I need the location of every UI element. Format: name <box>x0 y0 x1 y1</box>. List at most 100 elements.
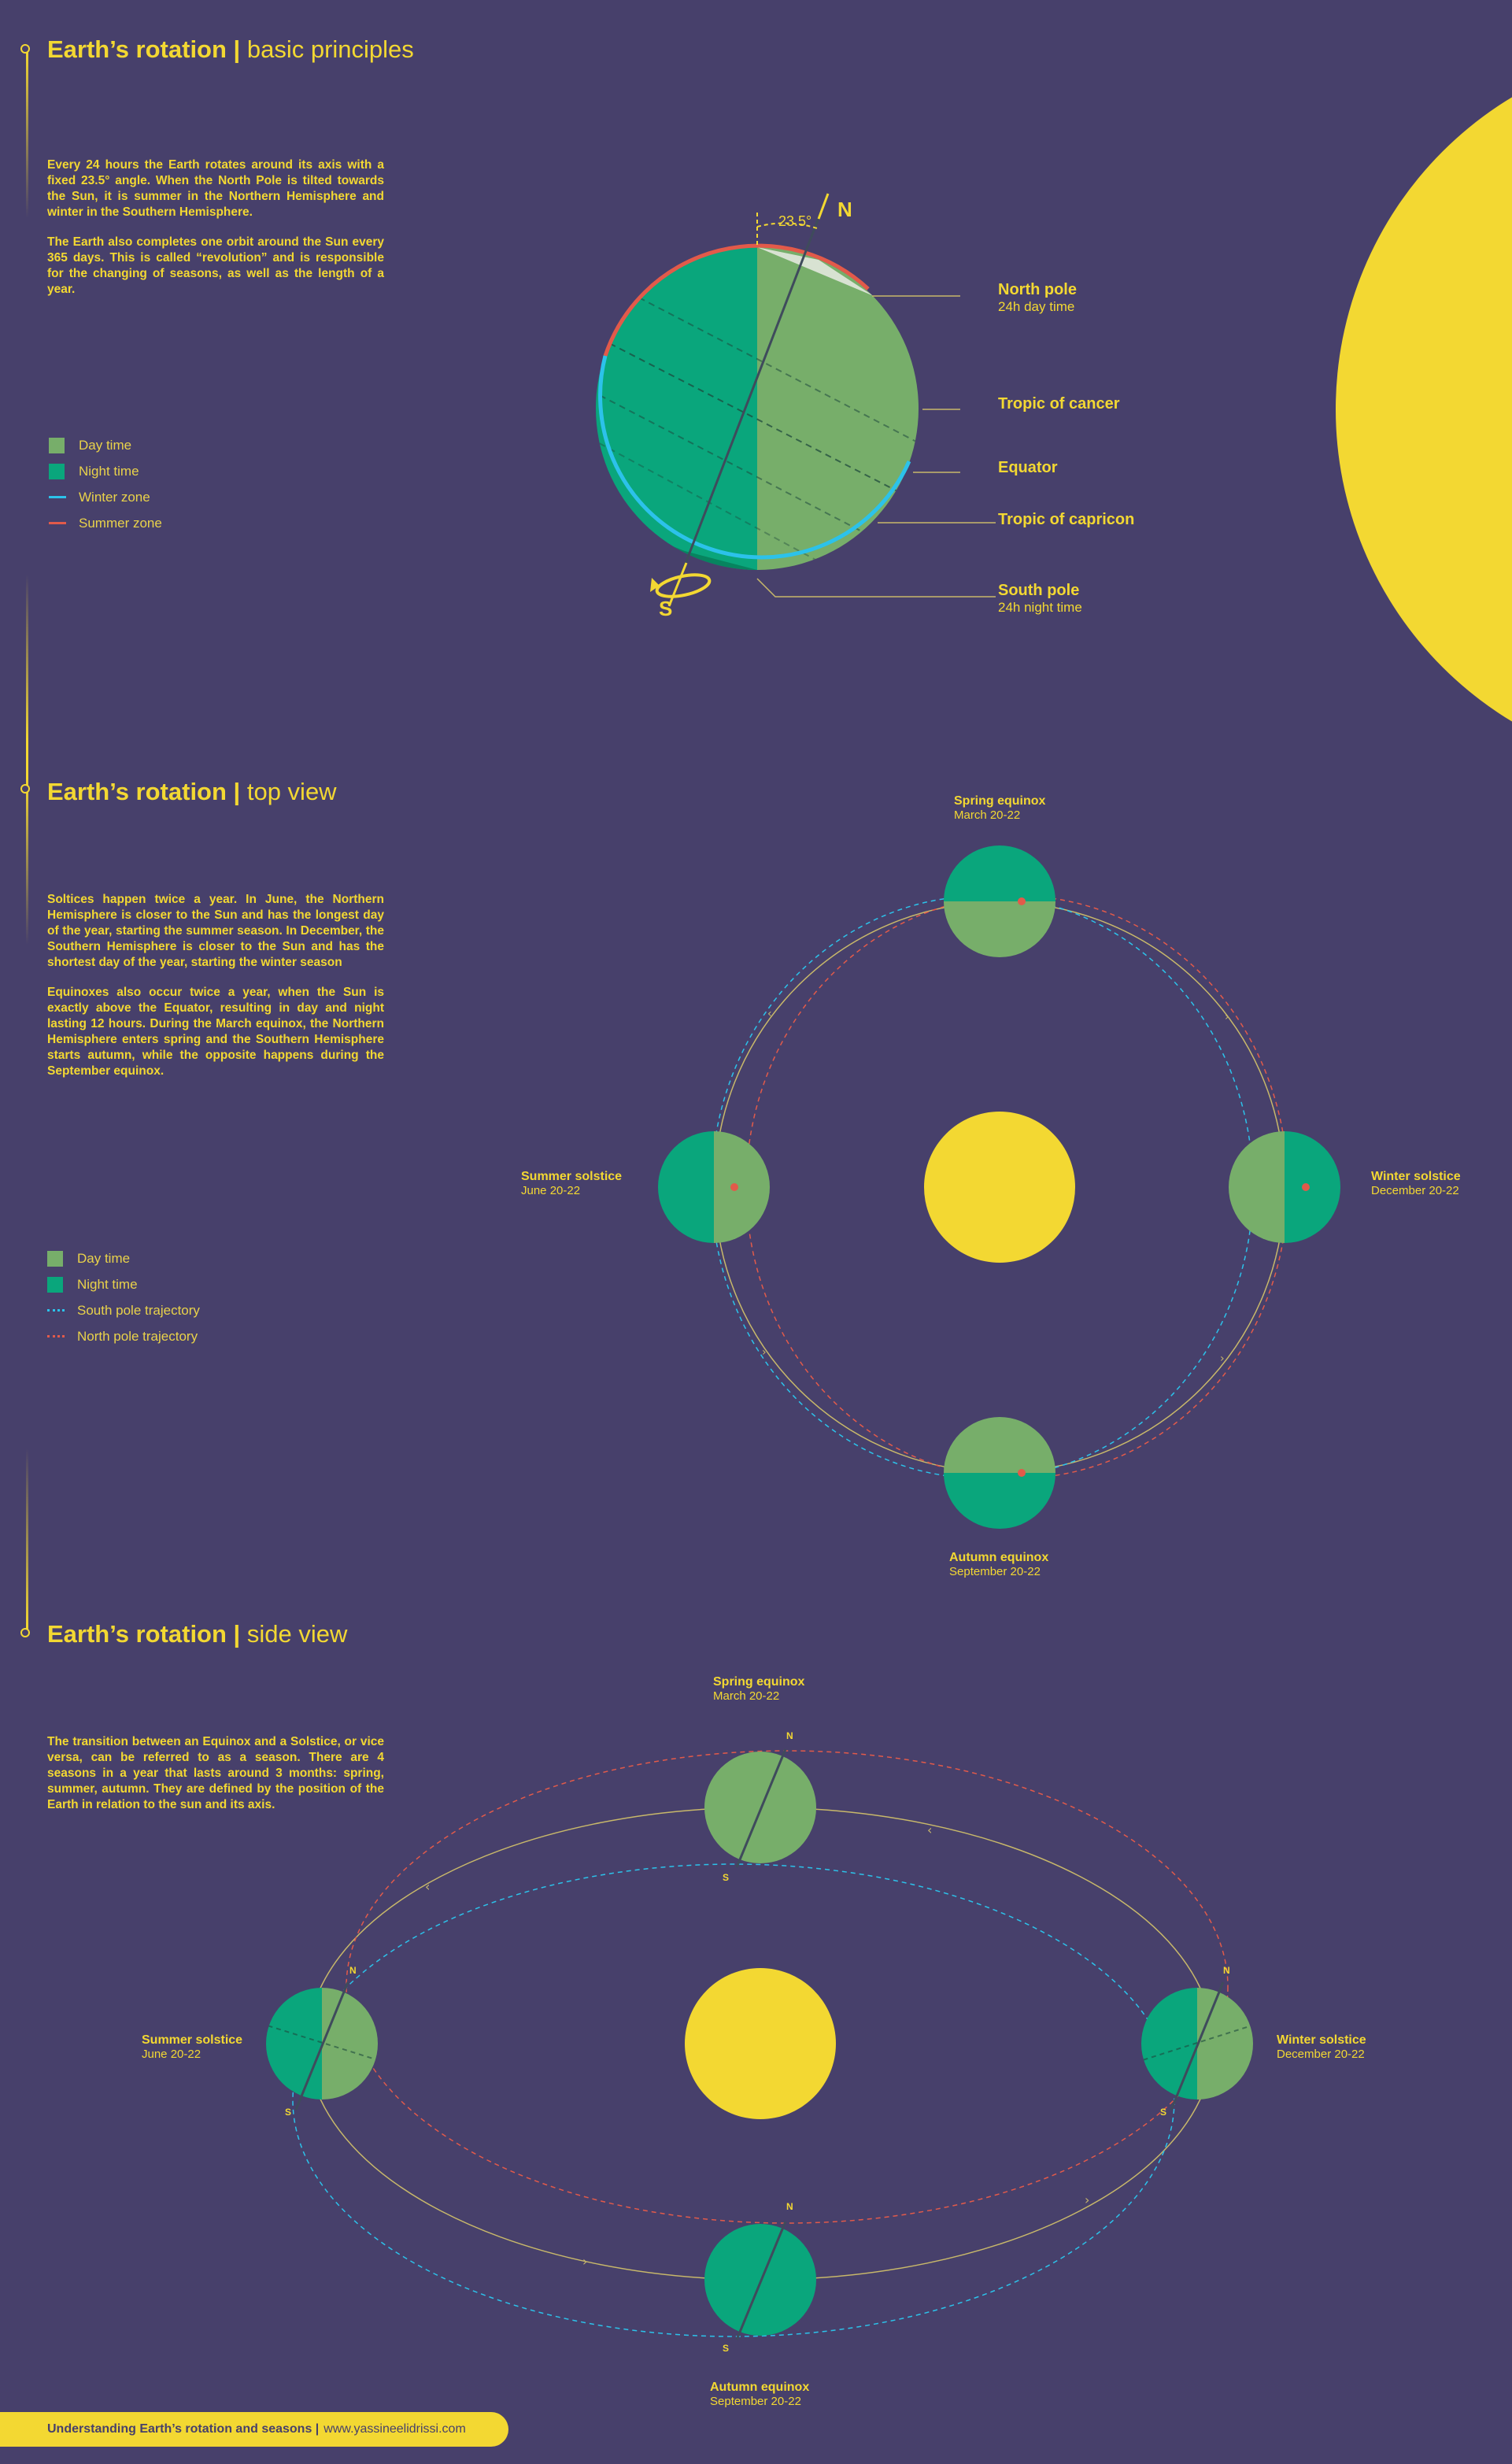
sideview-autumn-label: Autumn equinox September 20-22 <box>710 2381 809 2408</box>
section3-description: The transition between an Equinox and a … <box>47 1734 384 1827</box>
legend-label: Day time <box>77 1250 131 1266</box>
earth-tilt-diagram <box>596 193 960 607</box>
svg-text:‹: ‹ <box>767 1008 772 1020</box>
callout-lines <box>756 522 996 598</box>
svg-text:›: › <box>582 2254 587 2269</box>
position-date: June 20-22 <box>142 2048 201 2061</box>
winter-line-icon <box>49 496 66 498</box>
winter-s-letter: S <box>1160 2107 1167 2118</box>
section2-description: Soltices happen twice a year. In June, t… <box>47 892 384 1093</box>
top-view-diagram: ‹ › › › <box>658 845 1340 1529</box>
sidebar-accent-1 <box>26 49 28 218</box>
side-view-diagram: ‹ ‹ › › <box>266 1748 1253 2340</box>
section3-paragraph: The transition between an Equinox and a … <box>47 1735 384 1811</box>
spring-s-letter: S <box>723 1872 730 1883</box>
north-dotted-line-icon <box>47 1335 65 1337</box>
section2-title-light: top view <box>246 778 337 805</box>
sideview-spring-label: Spring equinox March 20-22 <box>713 1675 804 1703</box>
position-date: June 20-22 <box>521 1184 581 1197</box>
section2-title-bold: Earth’s rotation | <box>47 778 241 805</box>
position-title: Autumn equinox <box>710 2381 810 2394</box>
legend-item-summer: Summer zone <box>49 510 162 536</box>
position-date: September 20-22 <box>949 1565 1041 1578</box>
position-title: Summer solstice <box>521 1170 623 1183</box>
spring-n-letter: N <box>786 1730 793 1741</box>
position-title: Winter solstice <box>1277 2033 1366 2047</box>
svg-text:‹: ‹ <box>927 1822 932 1837</box>
callout-equator: Equator <box>998 459 1058 476</box>
legend-item-night: Night time <box>49 458 162 484</box>
position-date: March 20-22 <box>954 808 1021 822</box>
section3-title-bold: Earth’s rotation | <box>47 1620 241 1648</box>
svg-text:›: › <box>762 1346 767 1359</box>
sideview-winter-label: Winter solstice December 20-22 <box>1277 2033 1366 2061</box>
svg-text:›: › <box>1225 1011 1229 1023</box>
position-title: Summer solstice <box>142 2033 243 2047</box>
svg-text:›: › <box>1085 2192 1089 2207</box>
topview-summer-label: Summer solstice June 20-22 <box>521 1170 622 1197</box>
night-swatch-icon <box>47 1276 63 1293</box>
summer-line-icon <box>49 522 66 524</box>
legend-label: Night time <box>79 463 139 479</box>
legend-label: Night time <box>77 1276 138 1292</box>
angle-label: 23.5° <box>778 213 812 229</box>
section3-title: Earth’s rotation | side view <box>47 1620 347 1648</box>
topview-winter-label: Winter solstice December 20-22 <box>1371 1170 1461 1197</box>
legend-item-day: Day time <box>47 1245 200 1271</box>
callout-sub: 24h night time <box>998 600 1082 615</box>
section1-title: Earth’s rotation | basic principles <box>47 35 414 64</box>
position-date: December 20-22 <box>1371 1184 1459 1197</box>
callout-north-pole: North pole 24h day time <box>998 281 1077 315</box>
position-date: September 20-22 <box>710 2395 801 2408</box>
summer-n-letter: N <box>349 1965 357 1976</box>
autumn-n-letter: N <box>786 2201 793 2212</box>
legend-item-winter: Winter zone <box>49 484 162 510</box>
svg-text:‹: ‹ <box>425 1879 430 1894</box>
legend-item-night: Night time <box>47 1271 200 1297</box>
day-swatch-icon <box>49 437 65 453</box>
legend-item-south-trajectory: South pole trajectory <box>47 1297 200 1323</box>
callout-title: North pole <box>998 281 1077 298</box>
position-date: December 20-22 <box>1277 2048 1365 2061</box>
legend-item-day: Day time <box>49 432 162 458</box>
callout-tropic-capricorn: Tropic of capricon <box>998 511 1135 528</box>
position-title: Autumn equinox <box>949 1551 1049 1564</box>
topview-autumn-label: Autumn equinox September 20-22 <box>949 1551 1048 1578</box>
footer-url-link[interactable]: www.yassineelidrissi.com <box>323 2422 466 2436</box>
section1-title-bold: Earth’s rotation | <box>47 35 241 63</box>
south-dotted-line-icon <box>47 1309 65 1312</box>
winter-n-letter: N <box>1223 1965 1230 1976</box>
sidebar-accent-2 <box>26 575 28 945</box>
footer-title: Understanding Earth’s rotation and seaso… <box>47 2422 320 2436</box>
position-title: Spring equinox <box>954 794 1046 808</box>
callout-tropic-cancer: Tropic of cancer <box>998 395 1120 413</box>
south-letter: S <box>659 597 673 620</box>
north-letter: N <box>837 198 852 221</box>
section1-paragraph: The Earth also completes one orbit aroun… <box>47 235 384 296</box>
callout-title: South pole <box>998 582 1080 599</box>
summer-s-letter: S <box>285 2107 292 2118</box>
sidebar-accent-3 <box>26 1448 28 1630</box>
callout-south-pole: South pole 24h night time <box>998 582 1082 616</box>
position-title: Spring equinox <box>713 1675 805 1689</box>
autumn-s-letter: S <box>723 2343 730 2354</box>
day-swatch-icon <box>47 1250 63 1267</box>
section2-legend: Day time Night time South pole trajector… <box>47 1245 200 1349</box>
section1-title-light: basic principles <box>246 35 414 63</box>
legend-label: Day time <box>79 437 132 453</box>
night-swatch-icon <box>49 463 65 479</box>
section1-paragraph: Every 24 hours the Earth rotates around … <box>47 158 384 219</box>
topview-spring-label: Spring equinox March 20-22 <box>954 794 1045 822</box>
sideview-summer-label: Summer solstice June 20-22 <box>142 2033 242 2061</box>
svg-text:›: › <box>1220 1352 1225 1365</box>
section1-legend: Day time Night time Winter zone Summer z… <box>49 432 162 536</box>
callout-sub: 24h day time <box>998 299 1075 314</box>
position-title: Winter solstice <box>1371 1170 1461 1183</box>
footer-bar: Understanding Earth’s rotation and seaso… <box>0 2412 508 2447</box>
section2-paragraph: Equinoxes also occur twice a year, when … <box>47 986 384 1078</box>
section1-description: Every 24 hours the Earth rotates around … <box>47 157 384 312</box>
legend-label: North pole trajectory <box>77 1328 198 1344</box>
sidebar-dot-3 <box>20 1628 30 1637</box>
sidebar-dot-1 <box>20 44 30 54</box>
position-date: March 20-22 <box>713 1689 780 1703</box>
